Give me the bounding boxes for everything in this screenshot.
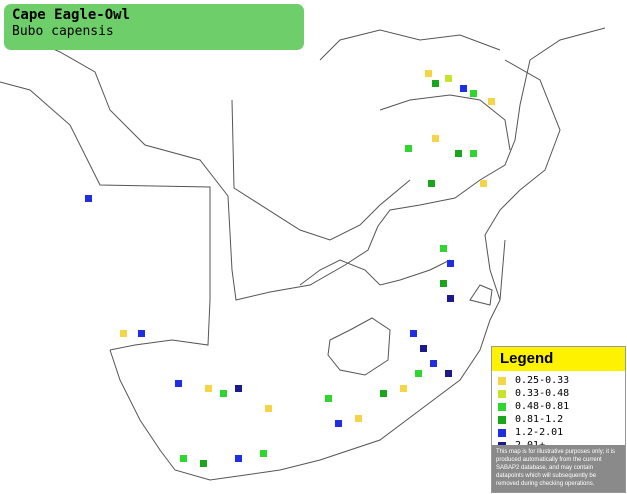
legend-item: 1.2-2.01 (498, 426, 625, 439)
mozambique-border (484, 59, 561, 301)
sighting-cells (85, 70, 495, 467)
legend-label: 0.25-0.33 (515, 375, 570, 386)
eswatini-border (469, 284, 493, 306)
legend-panel: Legend 0.25-0.33 0.33-0.48 0.48-0.81 0.81-1… (491, 346, 626, 493)
legend-item: 0.48-0.81 (498, 400, 625, 413)
legend-swatch (498, 415, 506, 424)
botswana-border (231, 99, 411, 241)
zimbabwe-border (379, 94, 511, 151)
species-common-name: Cape Eagle-Owl (12, 7, 131, 23)
legend-label: 0.33-0.48 (515, 388, 570, 399)
legend-swatch (498, 402, 506, 411)
legend-list: 0.25-0.33 0.33-0.48 0.48-0.81 0.81-1.2 1.2-2… (492, 371, 625, 452)
lesotho-border (327, 317, 391, 376)
legend-item: 0.81-1.2 (498, 413, 625, 426)
species-title-box: Cape Eagle-Owl Bubo capensis (4, 4, 304, 50)
legend-swatch (498, 376, 506, 385)
legend-label: 1.2-2.01 (515, 427, 564, 438)
legend-swatch (498, 389, 506, 398)
coastline (14, 27, 606, 301)
legend-swatch (498, 428, 506, 437)
southern-coast (109, 239, 506, 481)
species-scientific-name: Bubo capensis (12, 24, 114, 39)
namibia-border (0, 81, 211, 351)
country-borders (0, 27, 606, 481)
legend-heading: Legend (492, 347, 625, 371)
legend-label: 0.48-0.81 (515, 401, 570, 412)
legend-label: 0.81-1.2 (515, 414, 564, 425)
zambia-border (319, 29, 501, 61)
legend-item: 0.33-0.48 (498, 387, 625, 400)
legend-item: 0.25-0.33 (498, 374, 625, 387)
province-border (299, 259, 451, 286)
legend-disclaimer: This map is for illustrative purposes on… (492, 445, 625, 492)
